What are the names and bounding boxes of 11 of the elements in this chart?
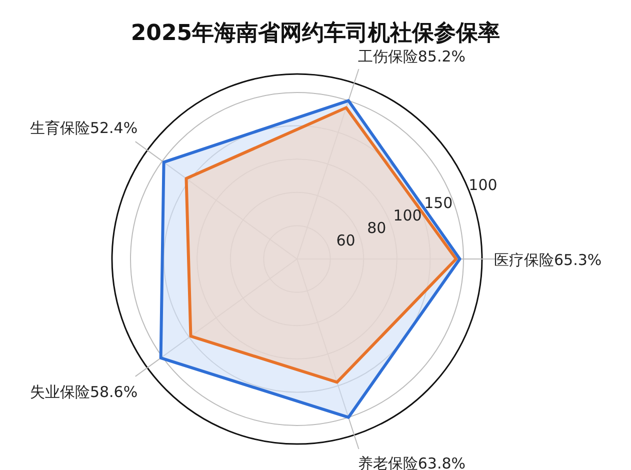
spoke-label: 失业保险58.6% (30, 382, 138, 401)
spoke-label: 养老保险63.8% (358, 454, 466, 470)
spoke-label: 医疗保险65.3% (494, 251, 602, 269)
text: 60 (336, 231, 356, 250)
text: 80 (367, 218, 386, 237)
text: 100 (468, 176, 498, 194)
text: 150 (424, 194, 453, 212)
spoke-label: 生育保险52.4% (30, 119, 138, 138)
chart-title: 2025年海南省网约车司机社保参保率 (130, 20, 500, 46)
spoke-label: 工伤保险85.2% (358, 48, 466, 66)
text: 100 (393, 206, 422, 224)
